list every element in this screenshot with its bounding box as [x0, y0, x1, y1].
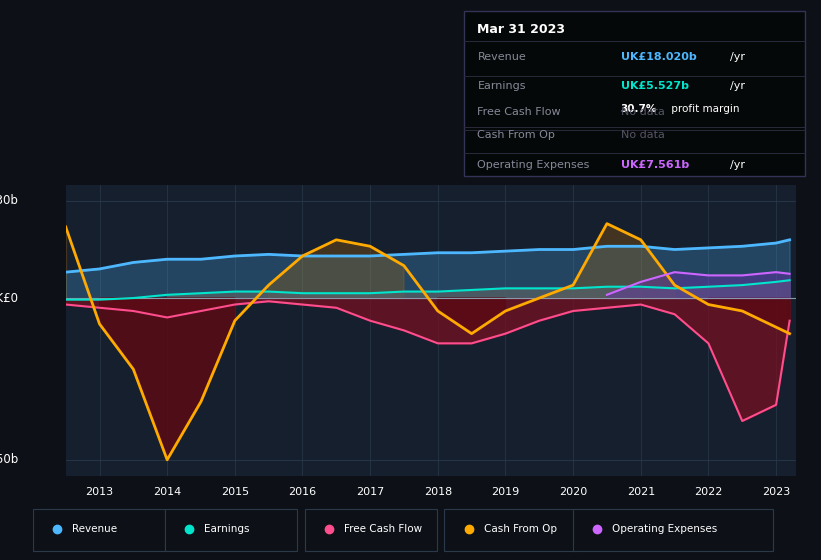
- Text: No data: No data: [621, 107, 664, 117]
- Text: 2015: 2015: [221, 487, 249, 497]
- FancyBboxPatch shape: [573, 508, 773, 551]
- Text: Mar 31 2023: Mar 31 2023: [478, 23, 566, 36]
- Text: Cash From Op: Cash From Op: [478, 130, 555, 140]
- Text: Earnings: Earnings: [478, 81, 526, 91]
- Text: 2022: 2022: [695, 487, 722, 497]
- Text: Cash From Op: Cash From Op: [484, 524, 557, 534]
- Text: No data: No data: [621, 130, 664, 140]
- Text: Revenue: Revenue: [478, 53, 526, 63]
- Text: 2018: 2018: [424, 487, 452, 497]
- Text: Free Cash Flow: Free Cash Flow: [344, 524, 422, 534]
- Text: 2017: 2017: [356, 487, 384, 497]
- Text: Free Cash Flow: Free Cash Flow: [478, 107, 561, 117]
- Text: 30.7%: 30.7%: [621, 104, 657, 114]
- Text: 2019: 2019: [491, 487, 520, 497]
- Text: UK£18.020b: UK£18.020b: [621, 53, 696, 63]
- FancyBboxPatch shape: [305, 508, 437, 551]
- Text: 2013: 2013: [85, 487, 113, 497]
- FancyBboxPatch shape: [444, 508, 576, 551]
- Text: UK£5.527b: UK£5.527b: [621, 81, 689, 91]
- Text: /yr: /yr: [730, 53, 745, 63]
- Text: UK£7.561b: UK£7.561b: [621, 160, 689, 170]
- Text: 2014: 2014: [153, 487, 181, 497]
- Text: 2020: 2020: [559, 487, 587, 497]
- Text: Operating Expenses: Operating Expenses: [612, 524, 718, 534]
- Text: UK£0: UK£0: [0, 292, 18, 305]
- Text: Earnings: Earnings: [204, 524, 250, 534]
- Text: /yr: /yr: [730, 81, 745, 91]
- Text: Operating Expenses: Operating Expenses: [478, 160, 589, 170]
- Text: 2016: 2016: [288, 487, 317, 497]
- Text: UK£30b: UK£30b: [0, 194, 18, 207]
- FancyBboxPatch shape: [165, 508, 297, 551]
- Text: -UK£50b: -UK£50b: [0, 454, 18, 466]
- FancyBboxPatch shape: [33, 508, 165, 551]
- Text: Revenue: Revenue: [72, 524, 117, 534]
- Text: profit margin: profit margin: [668, 104, 740, 114]
- Text: 2021: 2021: [626, 487, 655, 497]
- Text: 2023: 2023: [762, 487, 790, 497]
- Text: /yr: /yr: [730, 160, 745, 170]
- FancyBboxPatch shape: [464, 11, 805, 176]
